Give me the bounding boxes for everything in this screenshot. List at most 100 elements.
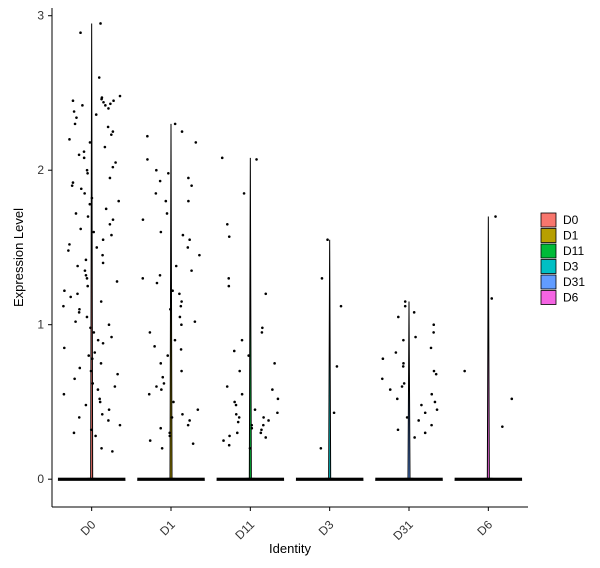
data-point (433, 400, 437, 404)
data-point (84, 258, 88, 262)
legend-key-D0 (540, 212, 557, 228)
data-point (99, 362, 103, 365)
data-point (276, 411, 279, 415)
data-point (420, 403, 423, 407)
data-point (225, 385, 229, 388)
data-point (171, 289, 174, 293)
data-point (227, 277, 231, 280)
data-point (190, 184, 193, 187)
data-point (148, 331, 152, 334)
violin-D6 (454, 215, 523, 481)
y-tick-label: 3 (37, 9, 44, 23)
data-point (412, 311, 416, 314)
data-point (78, 366, 82, 370)
data-point (71, 181, 75, 184)
data-point (174, 264, 178, 268)
data-point (403, 300, 407, 303)
data-point (82, 150, 86, 153)
data-point (99, 22, 102, 25)
data-point (110, 335, 113, 339)
data-point (98, 400, 102, 404)
data-point (227, 284, 231, 288)
data-point (71, 99, 75, 102)
legend-label-D31: D31 (563, 275, 585, 289)
data-point (394, 351, 398, 354)
legend-label-D11: D11 (563, 244, 584, 258)
data-point (101, 238, 105, 242)
data-point (94, 434, 97, 438)
x-tick-label: D3 (316, 517, 337, 538)
legend-key-D3 (540, 259, 557, 274)
x-tick-label: D0 (78, 517, 99, 538)
data-point (84, 273, 88, 277)
violin-shape (454, 216, 523, 481)
data-point (75, 116, 78, 119)
data-point (88, 141, 92, 144)
data-point (84, 403, 88, 407)
data-point (93, 351, 97, 354)
data-point (110, 233, 113, 237)
data-point (62, 392, 66, 396)
data-point (104, 104, 107, 107)
data-point (240, 392, 244, 396)
data-point (170, 416, 174, 419)
data-point (228, 434, 231, 438)
data-point (154, 192, 158, 195)
data-point (106, 125, 110, 129)
data-point (103, 145, 107, 149)
data-point (414, 335, 417, 339)
data-point (108, 222, 112, 226)
y-axis-ticks: 0 1 2 3 (37, 9, 52, 486)
data-point (190, 269, 193, 272)
x-axis-title: Identity (269, 541, 311, 556)
data-point (97, 76, 101, 79)
data-point (180, 300, 183, 303)
data-point (401, 365, 405, 368)
zero-cluster (57, 477, 126, 481)
data-point (173, 122, 177, 126)
x-axis-ticks: D0 D1 D11 D3 D31 D6 (78, 507, 495, 543)
legend-key-D31 (540, 274, 557, 290)
data-point (101, 261, 105, 265)
data-point (188, 238, 191, 242)
data-point (72, 110, 76, 113)
data-point (96, 338, 100, 342)
x-tick-label: D11 (232, 517, 257, 542)
data-point (259, 431, 263, 435)
data-point (89, 369, 93, 373)
data-point (89, 326, 92, 330)
data-point (253, 408, 257, 411)
data-point (191, 442, 195, 445)
data-point (100, 97, 103, 101)
data-point (432, 331, 435, 334)
data-point (160, 388, 163, 391)
data-point (186, 246, 190, 249)
data-point (72, 431, 76, 435)
data-point (78, 307, 81, 311)
data-point (432, 323, 436, 327)
data-point (198, 253, 201, 257)
data-point (264, 292, 268, 296)
data-point (236, 420, 240, 424)
data-point (220, 156, 224, 160)
zero-cluster (375, 477, 443, 481)
data-point (100, 446, 103, 450)
data-point (159, 426, 163, 430)
data-point (260, 428, 263, 432)
zero-cluster (295, 477, 364, 481)
data-point (430, 423, 433, 427)
legend-key-D11 (540, 243, 557, 259)
data-point (155, 281, 159, 285)
data-point (82, 156, 86, 160)
data-point (155, 385, 158, 388)
data-point (273, 362, 276, 365)
data-point (395, 397, 399, 401)
data-point (90, 357, 94, 360)
data-point (396, 428, 400, 432)
legend-label-D0: D0 (563, 213, 579, 227)
zero-cluster (454, 477, 523, 481)
data-point (110, 133, 113, 136)
data-point (85, 168, 89, 172)
data-point (62, 304, 65, 308)
data-point (413, 436, 416, 439)
